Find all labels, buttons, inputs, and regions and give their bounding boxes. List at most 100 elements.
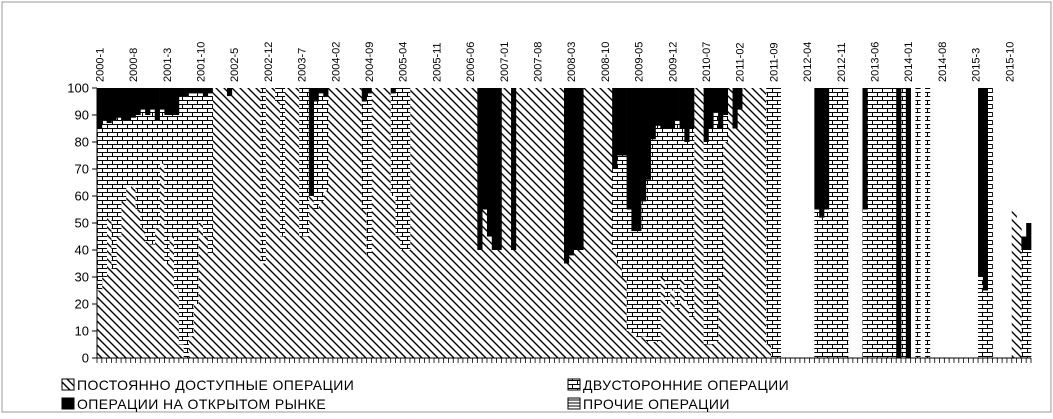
area-segment-bilateral-operations [684, 142, 690, 304]
area-segment-bilateral-operations [881, 88, 887, 358]
area-segment-permanent-facilities [419, 88, 425, 358]
area-segment-bilateral-operations [828, 88, 834, 358]
area-segment-open-market-operations [101, 88, 107, 121]
area-segment-permanent-facilities [693, 88, 700, 358]
area-segment-permanent-facilities [698, 88, 704, 358]
area-segment-permanent-facilities [607, 88, 613, 358]
x-tick-label: 2001-3 [162, 48, 174, 82]
area-segment-permanent-facilities [116, 236, 122, 358]
area-segment-open-market-operations [149, 88, 156, 110]
area-segment-permanent-facilities [289, 88, 295, 358]
y-tick-label: 90 [75, 108, 89, 123]
y-tick-label: 10 [75, 324, 89, 339]
area-segment-permanent-facilities [212, 88, 218, 358]
area-segment-bilateral-operations [631, 231, 637, 334]
area-segment-permanent-facilities [265, 88, 271, 358]
area-segment-open-market-operations [573, 88, 579, 250]
area-segment-bilateral-operations [405, 88, 411, 250]
area-segment-bilateral-operations [178, 96, 185, 345]
area-segment-permanent-facilities [727, 88, 733, 358]
area-segment-bilateral-operations [838, 88, 844, 358]
area-segment-permanent-facilities [665, 304, 671, 358]
area-segment-permanent-facilities [164, 263, 170, 358]
area-segment-permanent-facilities [674, 309, 680, 358]
area-segment-permanent-facilities [458, 88, 464, 358]
area-segment-open-market-operations [178, 88, 185, 97]
area-segment-bilateral-operations [766, 88, 772, 345]
area-segment-permanent-facilities [361, 209, 367, 358]
area-segment-permanent-facilities [511, 250, 517, 358]
area-segment-open-market-operations [674, 88, 680, 121]
x-tick-label: 2015-10 [1004, 42, 1016, 82]
area-segment-bilateral-operations [636, 231, 642, 340]
area-segment-open-market-operations [361, 88, 367, 102]
area-segment-bilateral-operations [149, 109, 156, 245]
area-segment-permanent-facilities [149, 244, 156, 358]
x-tick-label: 2005-04 [398, 42, 410, 82]
area-segment-permanent-facilities [381, 88, 387, 358]
area-segment-permanent-facilities [626, 331, 632, 358]
area-segment-open-market-operations [713, 88, 719, 113]
area-segment-permanent-facilities [746, 88, 753, 358]
area-segment-bilateral-operations [915, 88, 921, 358]
area-segment-permanent-facilities [217, 88, 223, 358]
area-segment-open-market-operations [722, 88, 729, 115]
area-segment-permanent-facilities [506, 88, 512, 358]
legend-label-permanent-facilities: ПОСТОЯННО ДОСТУПНЫЕ ОПЕРАЦИИ [77, 377, 354, 393]
legend: ПОСТОЯННО ДОСТУПНЫЕ ОПЕРАЦИИ ДВУСТОРОННИ… [61, 377, 789, 412]
area-segment-bilateral-operations [159, 109, 165, 164]
area-segment-bilateral-operations [679, 128, 685, 277]
area-segment-open-market-operations [578, 88, 584, 250]
area-segment-permanent-facilities [438, 88, 444, 358]
area-segment-permanent-facilities [612, 250, 618, 358]
area-segment-permanent-facilities [106, 217, 112, 358]
area-segment-open-market-operations [207, 88, 213, 94]
area-segment-open-market-operations [202, 88, 209, 97]
area-segment-open-market-operations [226, 88, 233, 97]
legend-item-permanent-facilities: ПОСТОЯННО ДОСТУПНЫЕ ОПЕРАЦИИ [61, 377, 354, 393]
area-segment-open-market-operations [862, 88, 868, 210]
area-segment-bilateral-operations [819, 217, 825, 358]
area-segment-permanent-facilities [713, 341, 719, 358]
area-segment-bilateral-operations [982, 290, 989, 358]
area-segment-bilateral-operations [771, 88, 777, 358]
area-segment-open-market-operations [568, 88, 574, 256]
area-segment-permanent-facilities [1011, 209, 1017, 358]
area-segment-open-market-operations [905, 88, 911, 358]
area-segment-open-market-operations [111, 88, 117, 121]
area-segment-permanent-facilities [520, 88, 526, 358]
area-segment-permanent-facilities [255, 88, 262, 358]
legend-label-other-operations: ПРОЧИЕ ОПЕРАЦИИ [583, 396, 730, 412]
area-segment-permanent-facilities [482, 209, 488, 358]
area-segment-permanent-facilities [121, 201, 127, 358]
area-segment-permanent-facilities [515, 88, 522, 358]
area-segment-open-market-operations [174, 88, 180, 115]
area-segment-permanent-facilities [592, 88, 599, 358]
area-segment-permanent-facilities [400, 250, 406, 358]
area-segment-permanent-facilities [434, 88, 440, 358]
area-segment-permanent-facilities [304, 236, 310, 358]
area-segment-permanent-facilities [140, 228, 146, 358]
y-tick-label: 40 [75, 243, 89, 258]
area-segment-permanent-facilities [467, 88, 473, 358]
area-segment-open-market-operations [684, 88, 690, 142]
area-segment-permanent-facilities [660, 277, 666, 358]
area-segment-bilateral-operations [188, 93, 194, 337]
area-segment-open-market-operations [708, 88, 714, 129]
area-segment-open-market-operations [669, 88, 676, 129]
area-segment-bilateral-operations [400, 88, 406, 250]
area-segment-permanent-facilities [1016, 223, 1022, 358]
area-segment-permanent-facilities [385, 88, 392, 358]
legend-item-open-market-operations: ОПЕРАЦИИ НА ОТКРЫТОМ РЫНКЕ [61, 396, 326, 412]
y-tick-label: 70 [75, 162, 89, 177]
area-segment-permanent-facilities [409, 88, 416, 358]
area-segment-permanent-facilities [573, 250, 579, 358]
area-segment-bilateral-operations [862, 209, 868, 358]
y-tick-label: 50 [75, 216, 89, 231]
area-segment-bilateral-operations [660, 128, 666, 277]
area-segment-bilateral-operations [275, 88, 281, 102]
x-tick-label: 2000-1 [94, 48, 106, 82]
area-segment-bilateral-operations [207, 93, 213, 256]
x-tick-label: 2011-02 [735, 42, 747, 82]
